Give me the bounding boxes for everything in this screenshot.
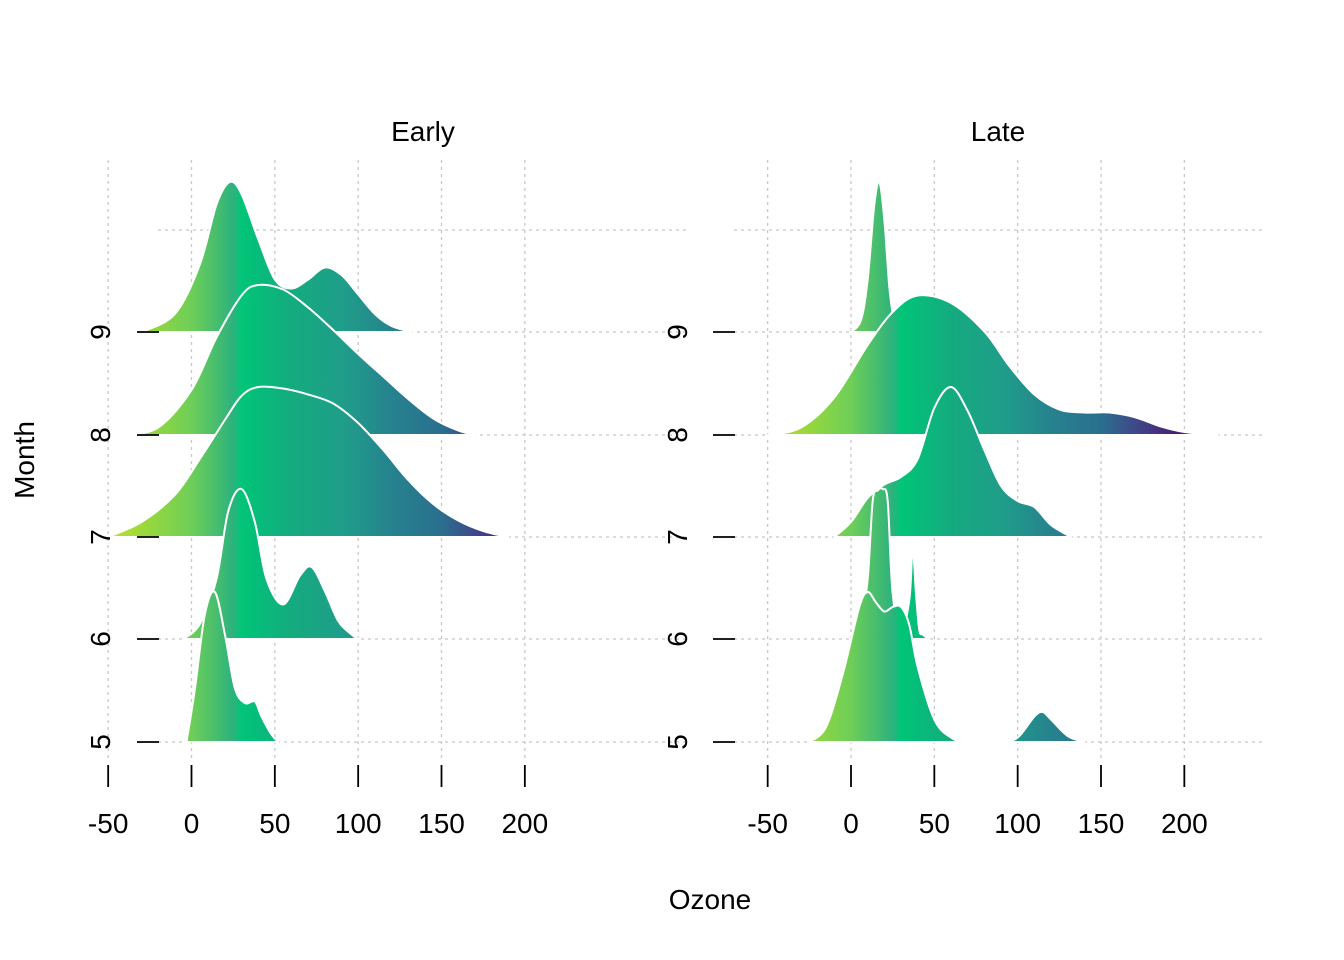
x-tick-label: 200 [501, 808, 548, 839]
y-tick-label: 9 [662, 324, 693, 340]
ridge-late-month-7 [833, 386, 1072, 538]
y-tick-label: 6 [662, 631, 693, 647]
y-tick-label: 8 [662, 427, 693, 443]
x-axis-label: Ozone [669, 884, 752, 915]
panel-title: Late [971, 116, 1026, 147]
y-tick-label: 5 [662, 734, 693, 750]
y-axis-label: Month [9, 421, 40, 499]
ridge-early-month-8 [123, 283, 476, 436]
x-tick-label: 50 [259, 808, 290, 839]
x-tick-label: 100 [335, 808, 382, 839]
y-tick-label: 8 [85, 427, 116, 443]
x-tick-label: 50 [919, 808, 950, 839]
ridge-late-month-9 [850, 180, 899, 333]
x-tick-label: 0 [843, 808, 859, 839]
y-tick-label: 7 [662, 529, 693, 545]
ridge-early-month-7 [107, 385, 510, 538]
x-tick-label: 150 [1078, 808, 1125, 839]
ridge-late-month-8 [766, 294, 1219, 436]
x-tick-label: -50 [747, 808, 787, 839]
x-tick-label: 200 [1161, 808, 1208, 839]
ridge-early-month-5 [185, 590, 280, 743]
ridge-early-month-6 [182, 487, 360, 640]
y-tick-label: 5 [85, 734, 116, 750]
x-tick-label: 100 [994, 808, 1041, 839]
y-tick-label: 9 [85, 324, 116, 340]
ridge-late-month-5 [808, 591, 1086, 743]
x-tick-label: -50 [88, 808, 128, 839]
y-tick-label: 6 [85, 631, 116, 647]
x-tick-label: 0 [184, 808, 200, 839]
x-tick-label: 150 [418, 808, 465, 839]
ridge-early-month-9 [140, 180, 413, 333]
axis-layer: -50 0 50 100 150 200 5 6 7 8 9 Early -50 0 50 100 150 200… [85, 116, 1208, 839]
ridge-layer [107, 180, 1219, 743]
y-tick-label: 7 [85, 529, 116, 545]
panel-title: Early [391, 116, 455, 147]
